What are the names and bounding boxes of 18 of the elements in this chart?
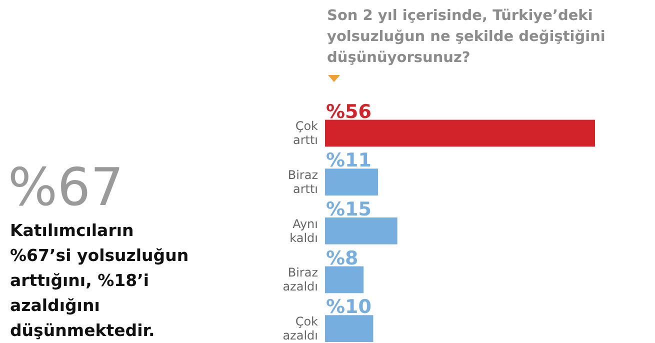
data-label: %8 <box>326 247 358 270</box>
chart-title: Son 2 yıl içerisinde, Türkiye’deki yolsuzluğun ne şekilde değiştiğini düşünüyorsunuz? <box>327 8 606 66</box>
y-tick-label: Çok azaldı <box>282 314 318 343</box>
y-tick-label: Aynı kaldı <box>290 216 318 245</box>
bar <box>325 120 595 147</box>
y-tick-label: Biraz azaldı <box>282 266 318 294</box>
data-label: %15 <box>326 198 372 220</box>
data-label: %10 <box>326 296 372 318</box>
text: %67 <box>8 158 124 218</box>
text: Katılımcıların %67’si yolsuzluğun arttığını, %18’i azaldığını düşünmektedir. <box>10 221 189 340</box>
data-label: %11 <box>326 150 372 172</box>
y-tick-label: Çok arttı <box>292 119 318 148</box>
data-label: %56 <box>326 100 372 123</box>
bar <box>325 315 374 342</box>
y-tick-label: Biraz arttı <box>288 168 318 196</box>
bar <box>325 168 378 196</box>
bar <box>325 217 398 244</box>
bar <box>325 266 364 294</box>
